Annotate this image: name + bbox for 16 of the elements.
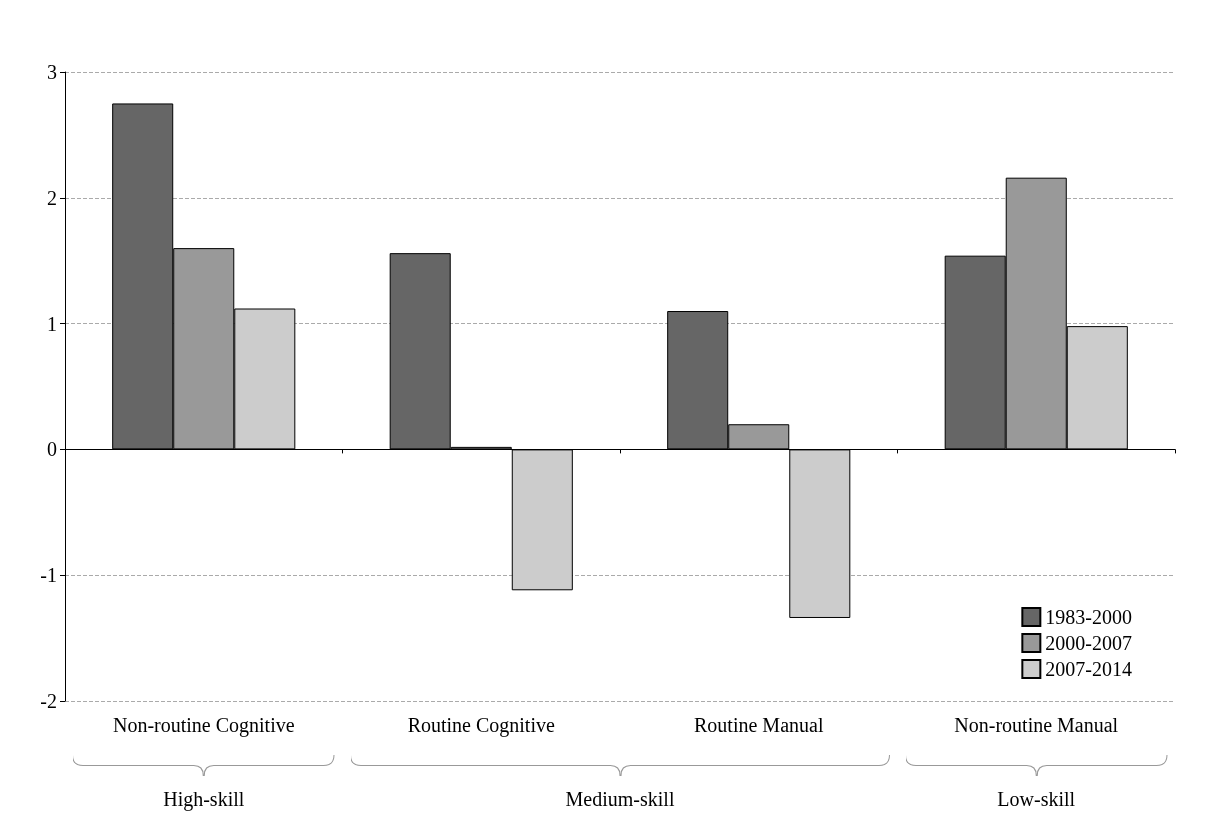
y-tick-label: -1 bbox=[40, 564, 57, 587]
y-tick-label: 2 bbox=[47, 186, 57, 209]
text: Low-skill bbox=[996, 788, 1077, 811]
y-tick-label: -2 bbox=[40, 690, 57, 712]
x-tick-label: Non-routine Cognitive bbox=[112, 714, 295, 737]
x-tick-label: Routine Manual bbox=[694, 714, 824, 736]
legend-label: 2007-2014 bbox=[1045, 658, 1133, 680]
legend-label: 2000-2007 bbox=[1045, 632, 1133, 654]
y-tick-label: 0 bbox=[47, 438, 57, 461]
y-tick-label: 1 bbox=[47, 312, 57, 335]
text: Medium-skill bbox=[564, 788, 676, 811]
text: High-skill bbox=[162, 788, 246, 811]
legend-label: 1983-2000 bbox=[1045, 606, 1133, 628]
x-tick-label: Non-routine Manual bbox=[954, 714, 1119, 736]
x-tick-label: Routine Cognitive bbox=[407, 714, 555, 737]
y-tick-label: 3 bbox=[47, 61, 57, 83]
